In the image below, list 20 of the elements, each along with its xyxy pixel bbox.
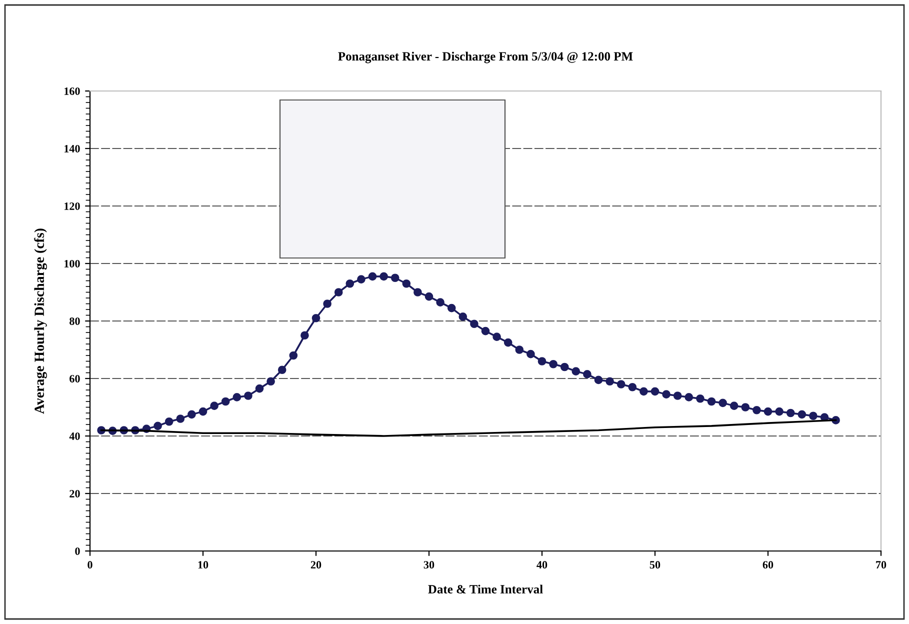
y-tick-label: 120 [64,202,80,210]
y-tick-label: 80 [70,317,80,325]
y-tick-label: 60 [70,374,80,382]
x-tick-label: 70 [876,561,886,569]
x-tick-label: 60 [762,561,774,569]
y-tick-label: 20 [70,490,80,498]
x-tick-label: 10 [198,561,208,569]
x-tick-label: 0 [88,561,92,569]
x-tick-label: 40 [536,561,548,569]
y-tick-label: 160 [64,87,80,95]
x-tick-label: 50 [650,561,660,569]
y-tick-label: 0 [75,547,80,555]
y-axis-title: Average Hourly Discharge (cfs) [34,228,47,414]
y-tick-label: 40 [69,432,80,440]
x-axis-title: Date & Time Interval [428,584,543,594]
x-tick-label: 30 [424,561,434,569]
chart-title: Ponaganset River - Discharge From 5/3/04 @ 12:00 PM [338,52,633,64]
y-tick-label: 140 [64,144,80,152]
y-tick-label: 100 [64,260,80,268]
x-tick-label: 20 [310,561,322,569]
